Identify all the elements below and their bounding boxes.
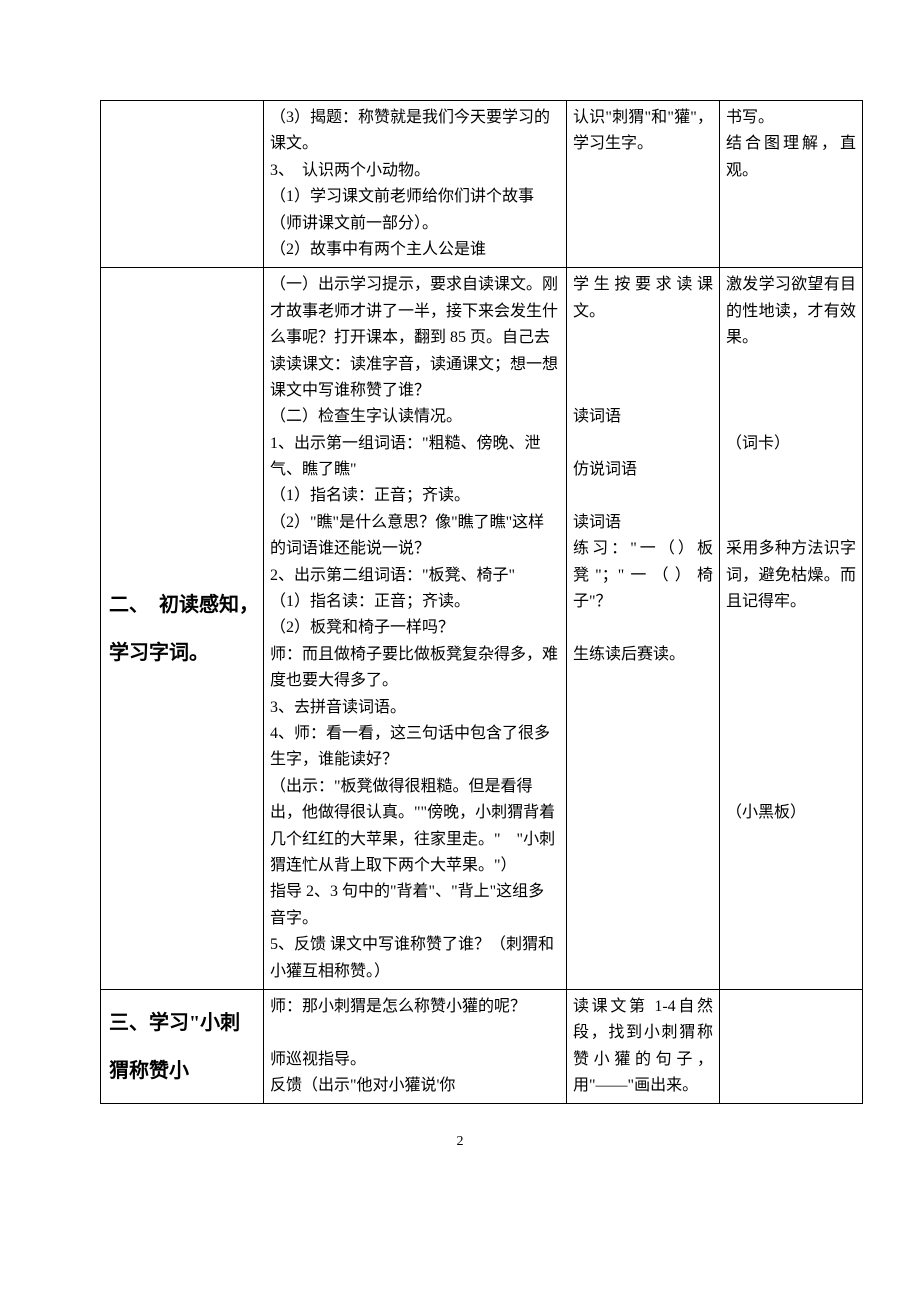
student-activity-cell: 学生按要求读课文。读词语仿说词语读词语练习："一（）板凳"；"一（）椅子"？生练…	[567, 268, 720, 990]
lesson-plan-table: （3）揭题：称赞就是我们今天要学习的课文。3、 认识两个小动物。（1）学习课文前…	[100, 100, 863, 1104]
notes-cell	[720, 989, 863, 1104]
page-number: 2	[100, 1134, 820, 1150]
teacher-activity-cell: （一）出示学习提示，要求自读课文。刚才故事老师才讲了一半，接下来会发生什么事呢？…	[264, 268, 567, 990]
notes-cell: 激发学习欲望有目的性地读，才有效果。（词卡）采用多种方法识字词，避免枯燥。而且记…	[720, 268, 863, 990]
teacher-activity-cell: 师：那小刺猬是怎么称赞小獾的呢？师巡视指导。反馈（出示"他对小獾说'你	[264, 989, 567, 1104]
notes-cell: 书写。结合图理解，直观。	[720, 101, 863, 268]
student-activity-cell: 认识"刺猬"和"獾"，学习生字。	[567, 101, 720, 268]
table-row: 三、学习"小刺猬称赞小师：那小刺猬是怎么称赞小獾的呢？师巡视指导。反馈（出示"他…	[101, 989, 863, 1104]
table-row: （3）揭题：称赞就是我们今天要学习的课文。3、 认识两个小动物。（1）学习课文前…	[101, 101, 863, 268]
section-heading-cell	[101, 101, 264, 268]
section-heading-cell: 二、 初读感知，学习字词。	[101, 268, 264, 990]
table-row: 二、 初读感知，学习字词。（一）出示学习提示，要求自读课文。刚才故事老师才讲了一…	[101, 268, 863, 990]
teacher-activity-cell: （3）揭题：称赞就是我们今天要学习的课文。3、 认识两个小动物。（1）学习课文前…	[264, 101, 567, 268]
section-heading-cell: 三、学习"小刺猬称赞小	[101, 989, 264, 1104]
document-page: （3）揭题：称赞就是我们今天要学习的课文。3、 认识两个小动物。（1）学习课文前…	[0, 0, 920, 1210]
student-activity-cell: 读课文第 1-4自然段，找到小刺猬称赞小獾的句子，用"——"画出来。	[567, 989, 720, 1104]
